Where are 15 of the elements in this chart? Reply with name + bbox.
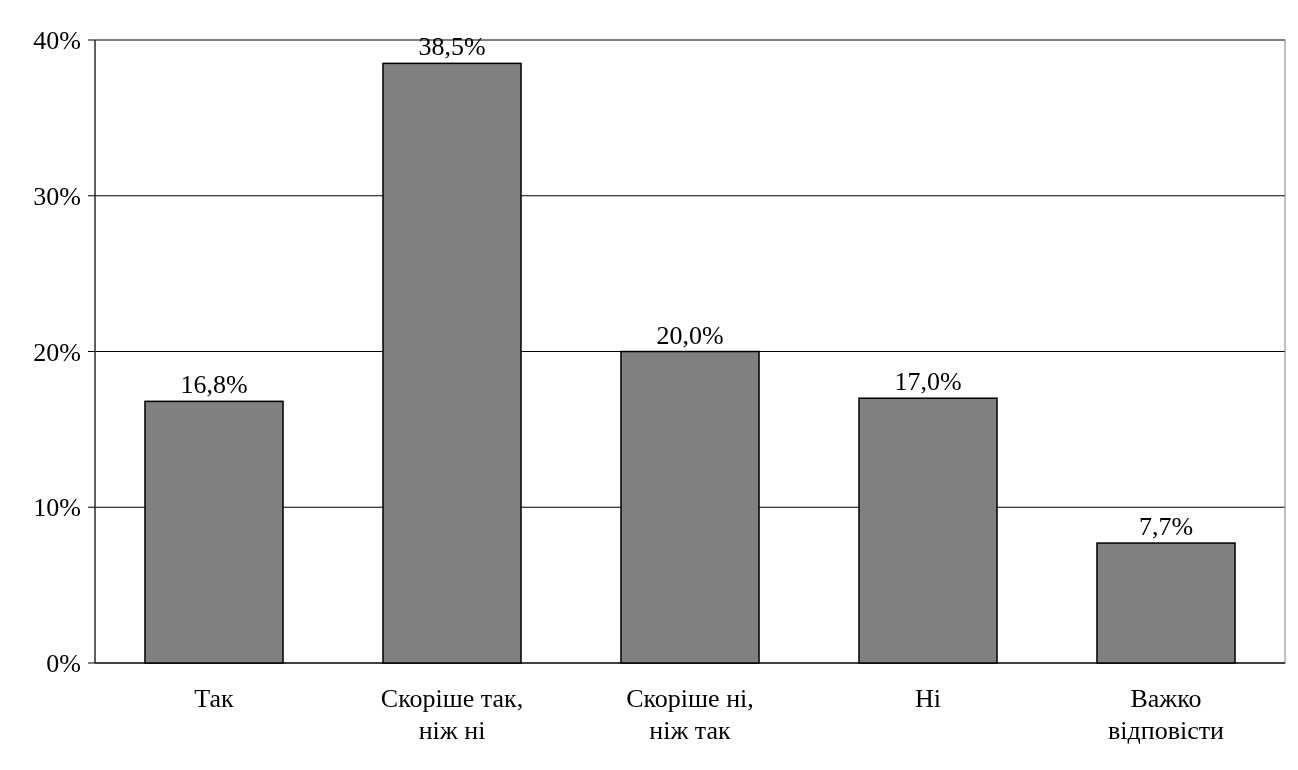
x-tick-label: Ні bbox=[915, 684, 941, 713]
x-tick-label: Скоріше ні, ніж так bbox=[626, 684, 754, 745]
y-tick-label: 40% bbox=[33, 26, 81, 56]
data-label: 16,8% bbox=[180, 370, 248, 400]
y-tick-label: 10% bbox=[33, 493, 81, 523]
x-tick-label: Так bbox=[194, 684, 235, 713]
data-label: 38,5% bbox=[418, 32, 486, 62]
y-tick-label: 20% bbox=[33, 337, 81, 367]
data-label: 20,0% bbox=[656, 320, 724, 350]
x-tick-label: Скоріше так, ніж ні bbox=[380, 684, 524, 745]
x-tick-label: Важко відповісти bbox=[1108, 684, 1225, 745]
y-tick-label: 30% bbox=[33, 181, 81, 211]
data-label: 7,7% bbox=[1138, 512, 1194, 542]
data-label: 17,0% bbox=[894, 367, 962, 397]
y-tick-label: 0% bbox=[46, 649, 81, 679]
